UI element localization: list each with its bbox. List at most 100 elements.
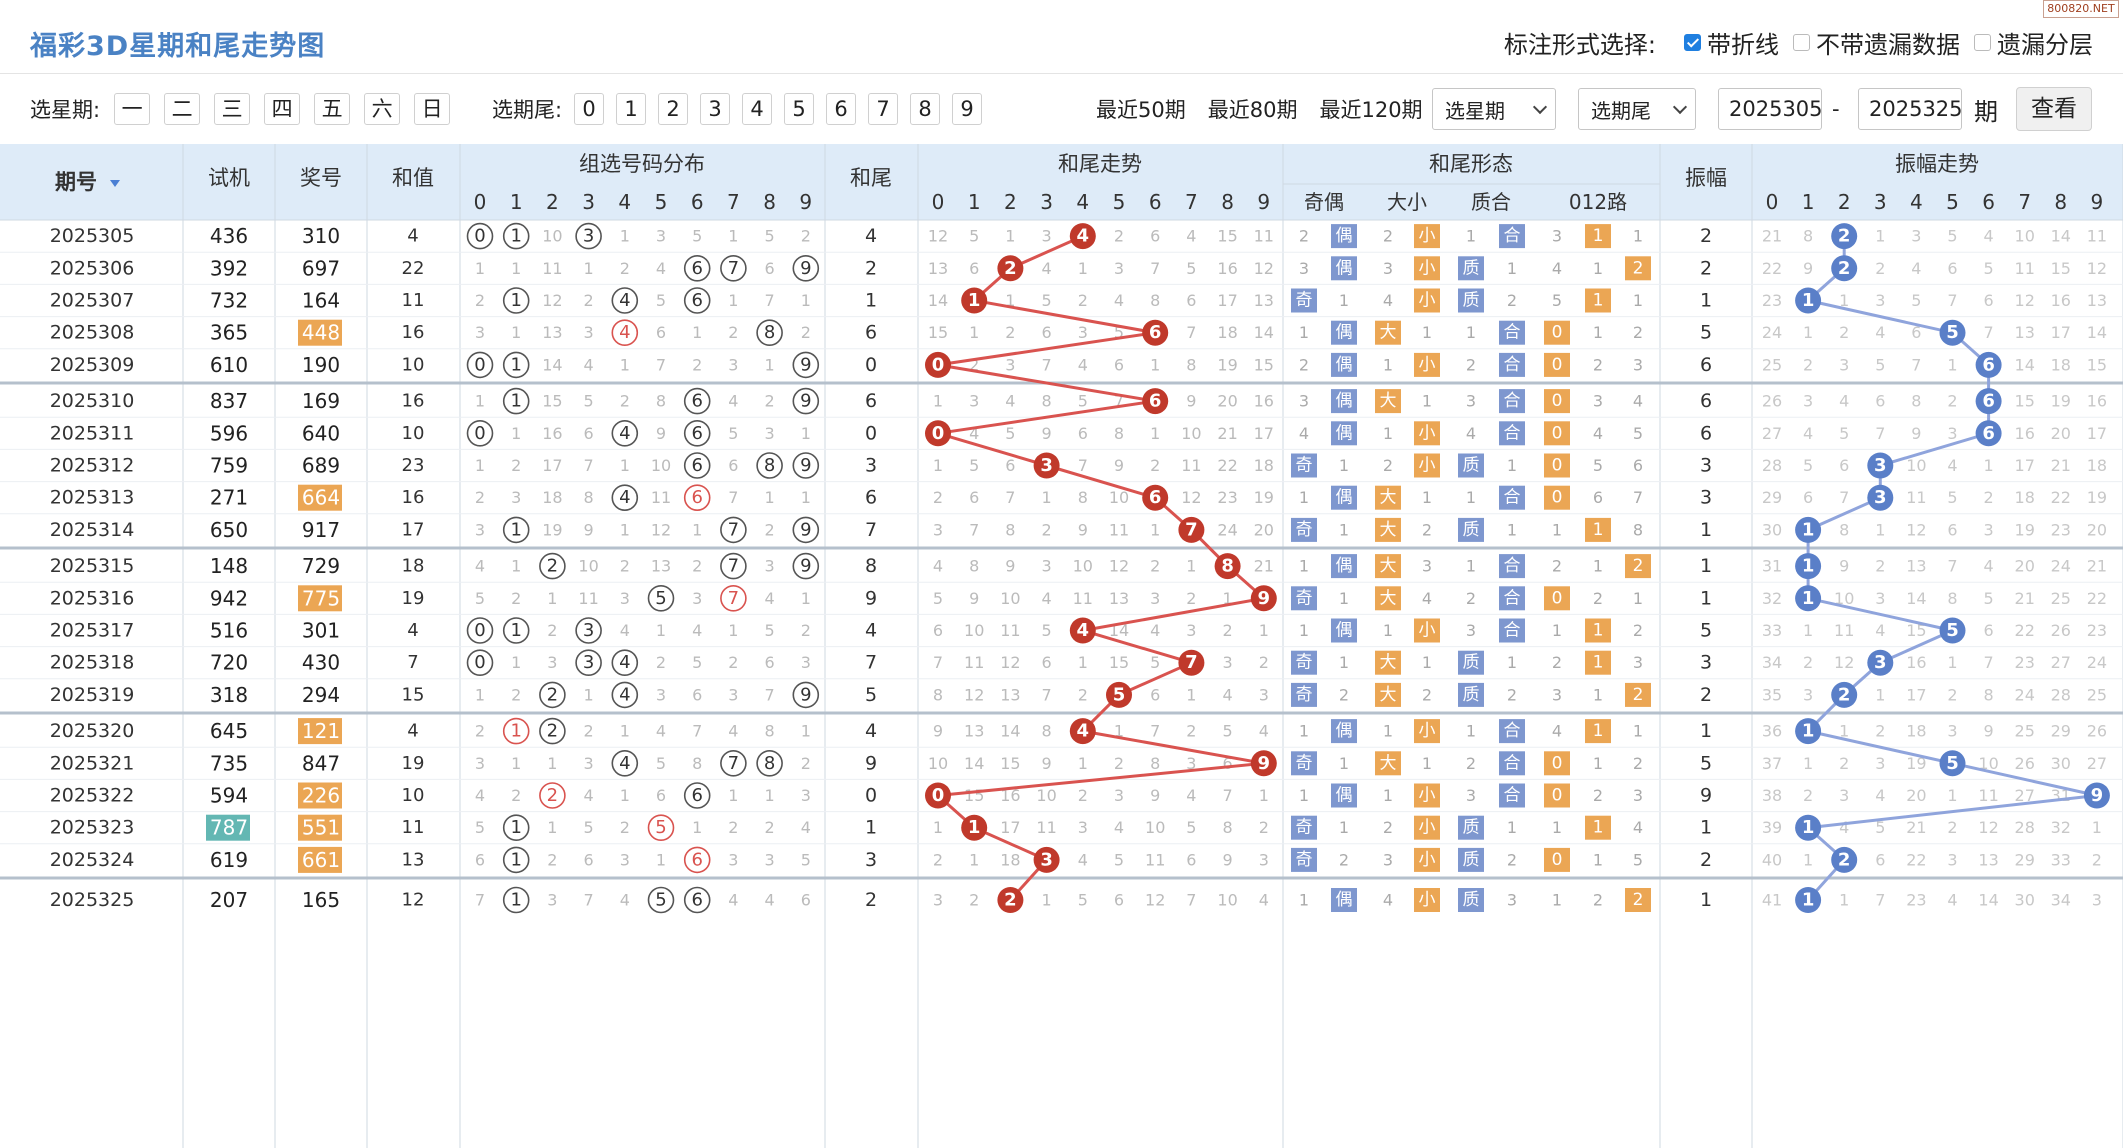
prime-composite-tag [1499, 485, 1525, 510]
big-small-tag [1414, 288, 1440, 313]
amp-value: 1 [1700, 817, 1712, 839]
dist-ball-number: 1 [510, 849, 521, 870]
weekday-fri[interactable]: 五 [314, 93, 351, 125]
amp-omission: 4 [1803, 424, 1813, 443]
tail-1[interactable]: 1 [616, 93, 647, 125]
trend-omission: 1 [1078, 754, 1088, 773]
trend-omission: 14 [1000, 722, 1020, 741]
trend-omission: 4 [1259, 722, 1269, 741]
big-small-tag-text: 小 [1419, 456, 1436, 476]
dist-omission: 2 [511, 786, 521, 805]
dist-omission: 2 [475, 291, 485, 310]
dist-omission: 6 [656, 323, 666, 342]
checkbox-line[interactable] [1684, 34, 1701, 51]
amp-omission: 2 [1947, 685, 1957, 704]
weekday-tue[interactable]: 二 [164, 93, 201, 125]
prime-composite-omission: 3 [1507, 891, 1517, 910]
option-omission-layer[interactable]: 遗漏分层 [1974, 25, 2093, 60]
amp-omission: 22 [2087, 589, 2107, 608]
weekday-wed[interactable]: 三 [214, 93, 251, 125]
road-012-tag-text: 1 [1593, 721, 1604, 741]
sum-value: 10 [402, 785, 425, 806]
dist-omission: 1 [728, 227, 738, 246]
big-small-tag [1375, 751, 1401, 776]
amp-omission: 33 [1762, 621, 1782, 640]
big-small-tag-text: 大 [1380, 323, 1397, 343]
amp-omission: 2 [1875, 259, 1885, 278]
table-row: 2025308 365 448 16 3 1 13 3 4 6 1 2 8 2 6 15 1 2 6 3 5 7 18 14 1… [50, 319, 2107, 346]
odd-even-omission: 1 [1339, 291, 1349, 310]
trend-ball [1178, 516, 1205, 543]
trend-omission: 10 [928, 754, 948, 773]
amp-omission: 1 [1803, 754, 1813, 773]
trend-omission: 10 [1000, 589, 1020, 608]
tail-3[interactable]: 3 [700, 93, 731, 125]
period-from-input[interactable]: 2025305 [1718, 88, 1823, 130]
amp-ball [1831, 223, 1858, 250]
trend-omission: 8 [1150, 291, 1160, 310]
odd-even-tag-text: 偶 [1336, 323, 1353, 343]
odd-even-omission: 1 [1299, 722, 1309, 741]
road-012-tag [1625, 256, 1651, 281]
tail-2[interactable]: 2 [658, 93, 689, 125]
option-no-omission[interactable]: 不带遗漏数据 [1793, 25, 1960, 60]
checkbox-no-omission[interactable] [1793, 34, 1810, 51]
trend-omission: 1 [969, 850, 979, 869]
amp-omission: 9 [1803, 259, 1813, 278]
road-012-omission: 3 [1633, 355, 1643, 374]
trend-ball [1033, 846, 1060, 873]
recent-120-link[interactable]: 最近120期 [1319, 98, 1423, 122]
dist-omission: 4 [728, 722, 738, 741]
road-012-tag [1544, 847, 1570, 872]
tail-7[interactable]: 7 [868, 93, 899, 125]
trend-omission: 2 [1259, 653, 1269, 672]
option-line[interactable]: 带折线 [1684, 25, 1779, 60]
recent-50-link[interactable]: 最近50期 [1096, 98, 1186, 122]
issue-number: 2025323 [50, 817, 135, 839]
select-weekday[interactable]: 选星期 [1432, 88, 1556, 130]
amp-omission: 3 [1875, 754, 1885, 773]
trend-omission: 15 [1217, 227, 1237, 246]
weekday-sat[interactable]: 六 [364, 93, 401, 125]
trend-omission: 8 [1078, 488, 1088, 507]
header-dist-digit: 4 [618, 190, 631, 214]
select-tail[interactable]: 选期尾 [1578, 88, 1696, 130]
dist-ball [647, 886, 675, 914]
amp-value: 2 [1700, 257, 1712, 279]
recent-80-link[interactable]: 最近80期 [1207, 98, 1298, 122]
search-button[interactable]: 查看 [2016, 87, 2092, 131]
sum-value: 7 [407, 652, 418, 673]
amp-omission: 12 [2015, 291, 2035, 310]
checkbox-omission-layer[interactable] [1974, 34, 1991, 51]
road-012-omission: 3 [1593, 392, 1603, 411]
weekday-sun[interactable]: 日 [414, 93, 451, 125]
trend-omission: 1 [969, 323, 979, 342]
tail-6[interactable]: 6 [826, 93, 857, 125]
dist-omission: 5 [692, 227, 702, 246]
trend-ball-number: 0 [932, 423, 945, 444]
test-number: 596 [210, 421, 248, 445]
watermark: 800820.NET [2043, 0, 2119, 18]
dist-ball-number: 9 [800, 556, 811, 577]
tail-8[interactable]: 8 [910, 93, 941, 125]
odd-even-tag-text: 偶 [1336, 423, 1353, 443]
amp-value: 3 [1700, 455, 1712, 477]
header-amp: 振幅 [1685, 166, 1727, 190]
tail-0[interactable]: 0 [574, 93, 605, 125]
amp-value: 2 [1700, 849, 1712, 871]
weekday-mon[interactable]: 一 [114, 93, 151, 125]
tail-value: 8 [865, 555, 877, 577]
trend-omission: 2 [1223, 621, 1233, 640]
tail-5[interactable]: 5 [784, 93, 815, 125]
dist-omission: 3 [620, 589, 630, 608]
tail-9[interactable]: 9 [952, 93, 983, 125]
trend-omission: 5 [1042, 291, 1052, 310]
tail-4[interactable]: 4 [742, 93, 773, 125]
dist-omission: 1 [511, 653, 521, 672]
test-number: 318 [210, 683, 248, 707]
period-to-input[interactable]: 2025325 [1858, 88, 1963, 130]
weekday-thu[interactable]: 四 [264, 93, 301, 125]
odd-even-tag [1291, 288, 1317, 313]
trend-omission: 1 [933, 392, 943, 411]
road-012-tag [1625, 888, 1651, 912]
